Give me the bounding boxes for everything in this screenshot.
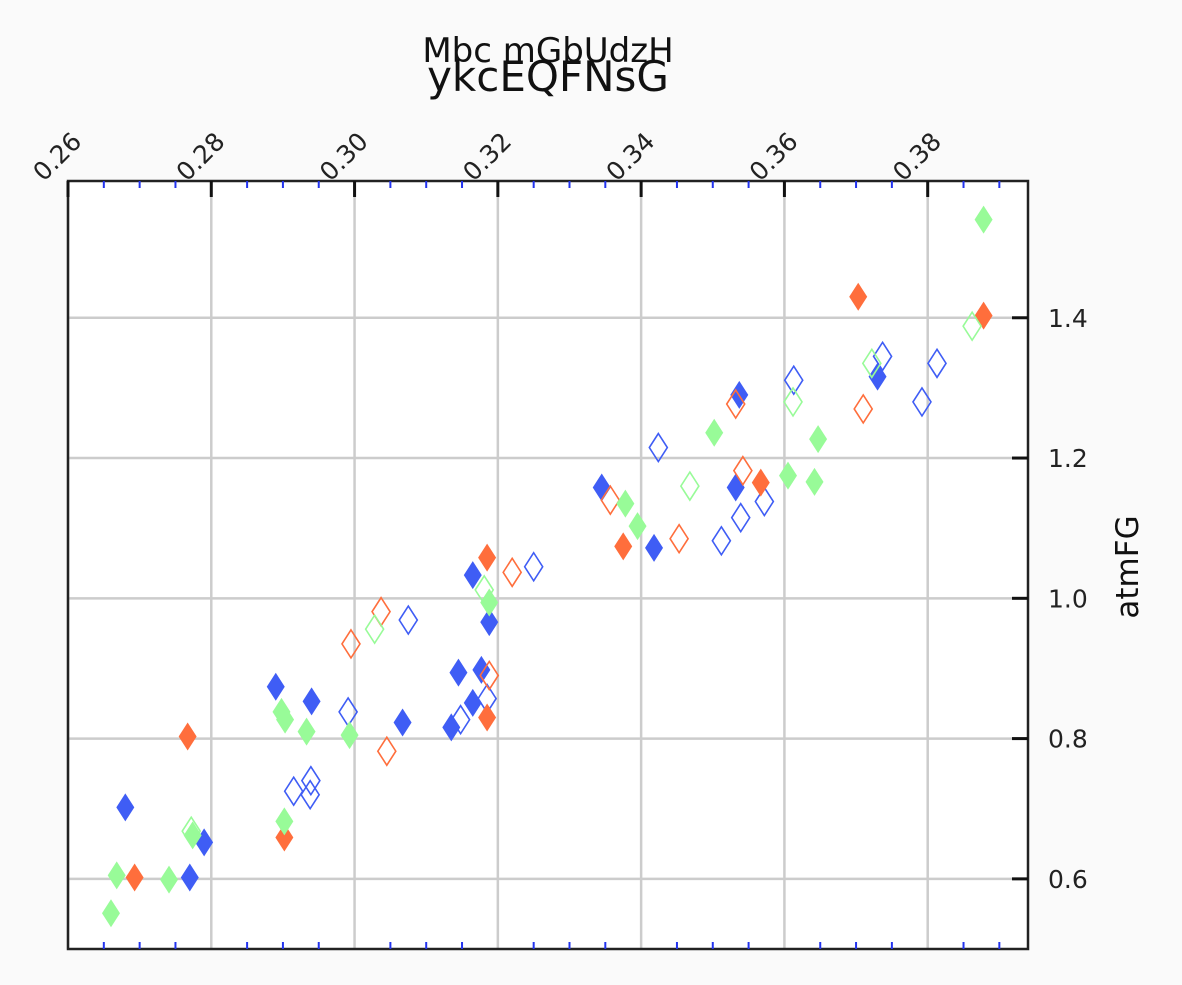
data-point-hollow xyxy=(783,364,804,396)
data-point-hollow xyxy=(450,704,471,736)
y-tick-label: 0.8 xyxy=(1048,725,1088,754)
data-point xyxy=(779,461,797,490)
data-point-hollow xyxy=(912,386,932,418)
data-point-hollow xyxy=(962,310,983,342)
data-points xyxy=(101,205,993,928)
data-point-hollow xyxy=(927,347,947,379)
data-point-hollow xyxy=(502,556,523,588)
data-point xyxy=(628,512,647,541)
data-point xyxy=(705,418,724,447)
y-axis-label: atmFG xyxy=(1110,515,1146,618)
data-point-hollow xyxy=(669,523,690,555)
data-point xyxy=(614,532,633,561)
data-point-hollow xyxy=(783,386,803,418)
data-point-hollow xyxy=(523,551,544,583)
data-point-hollow xyxy=(398,604,419,636)
data-point xyxy=(478,703,497,732)
data-point xyxy=(616,489,635,518)
data-point xyxy=(160,865,179,894)
y-tick-label: 0.6 xyxy=(1048,865,1088,894)
data-point-hollow xyxy=(861,347,882,379)
plot-background xyxy=(68,181,1028,949)
data-point xyxy=(275,807,294,836)
grid xyxy=(66,181,1028,949)
y-tick-label: 1.4 xyxy=(1048,304,1088,333)
data-point xyxy=(645,533,664,562)
data-point xyxy=(751,468,770,497)
data-point-hollow xyxy=(853,393,874,425)
data-point xyxy=(297,717,316,746)
plot-frame xyxy=(66,179,1030,951)
data-point xyxy=(974,205,993,234)
data-point xyxy=(805,467,824,496)
data-point xyxy=(463,561,482,590)
data-point xyxy=(463,688,482,717)
y-tick-label: 1.0 xyxy=(1048,584,1088,613)
data-point xyxy=(266,672,285,701)
data-point-hollow xyxy=(872,340,893,372)
data-point xyxy=(480,608,499,637)
axis-ticks xyxy=(66,181,1028,949)
data-point xyxy=(809,425,828,454)
data-point xyxy=(449,658,468,687)
data-point-hollow xyxy=(300,765,321,797)
data-point-hollow xyxy=(364,613,385,645)
data-point xyxy=(849,282,868,311)
data-point-hollow xyxy=(730,502,751,534)
data-point-hollow xyxy=(711,525,732,557)
data-point xyxy=(276,705,295,734)
chart-subtitle: Mbc mGbUdzH xyxy=(422,31,673,71)
data-point-hollow xyxy=(600,484,621,516)
data-point xyxy=(180,863,199,892)
data-point-hollow xyxy=(725,388,746,420)
data-point xyxy=(275,823,294,852)
data-point-hollow xyxy=(479,659,500,691)
chart-title: ykcEQFNsG xyxy=(427,52,669,101)
data-point xyxy=(340,721,359,750)
data-point xyxy=(393,708,412,737)
data-point xyxy=(868,362,887,391)
y-tick-label: 1.2 xyxy=(1048,444,1088,473)
data-point xyxy=(116,793,135,822)
data-point xyxy=(442,713,461,742)
data-point xyxy=(183,821,202,850)
data-point-hollow xyxy=(283,775,304,807)
data-point xyxy=(178,722,197,751)
data-point-hollow xyxy=(300,779,321,811)
data-point xyxy=(107,861,126,890)
data-point xyxy=(592,473,611,502)
data-point xyxy=(472,655,491,684)
data-point xyxy=(302,687,321,716)
data-point xyxy=(480,588,499,617)
data-point-hollow xyxy=(341,628,361,660)
data-point-hollow xyxy=(732,455,753,487)
data-point-hollow xyxy=(376,735,397,767)
data-point-hollow xyxy=(679,470,700,502)
data-point-hollow xyxy=(648,432,669,464)
data-point xyxy=(101,899,120,928)
data-point-hollow xyxy=(754,486,775,518)
data-point xyxy=(478,543,497,572)
data-point xyxy=(125,863,144,892)
